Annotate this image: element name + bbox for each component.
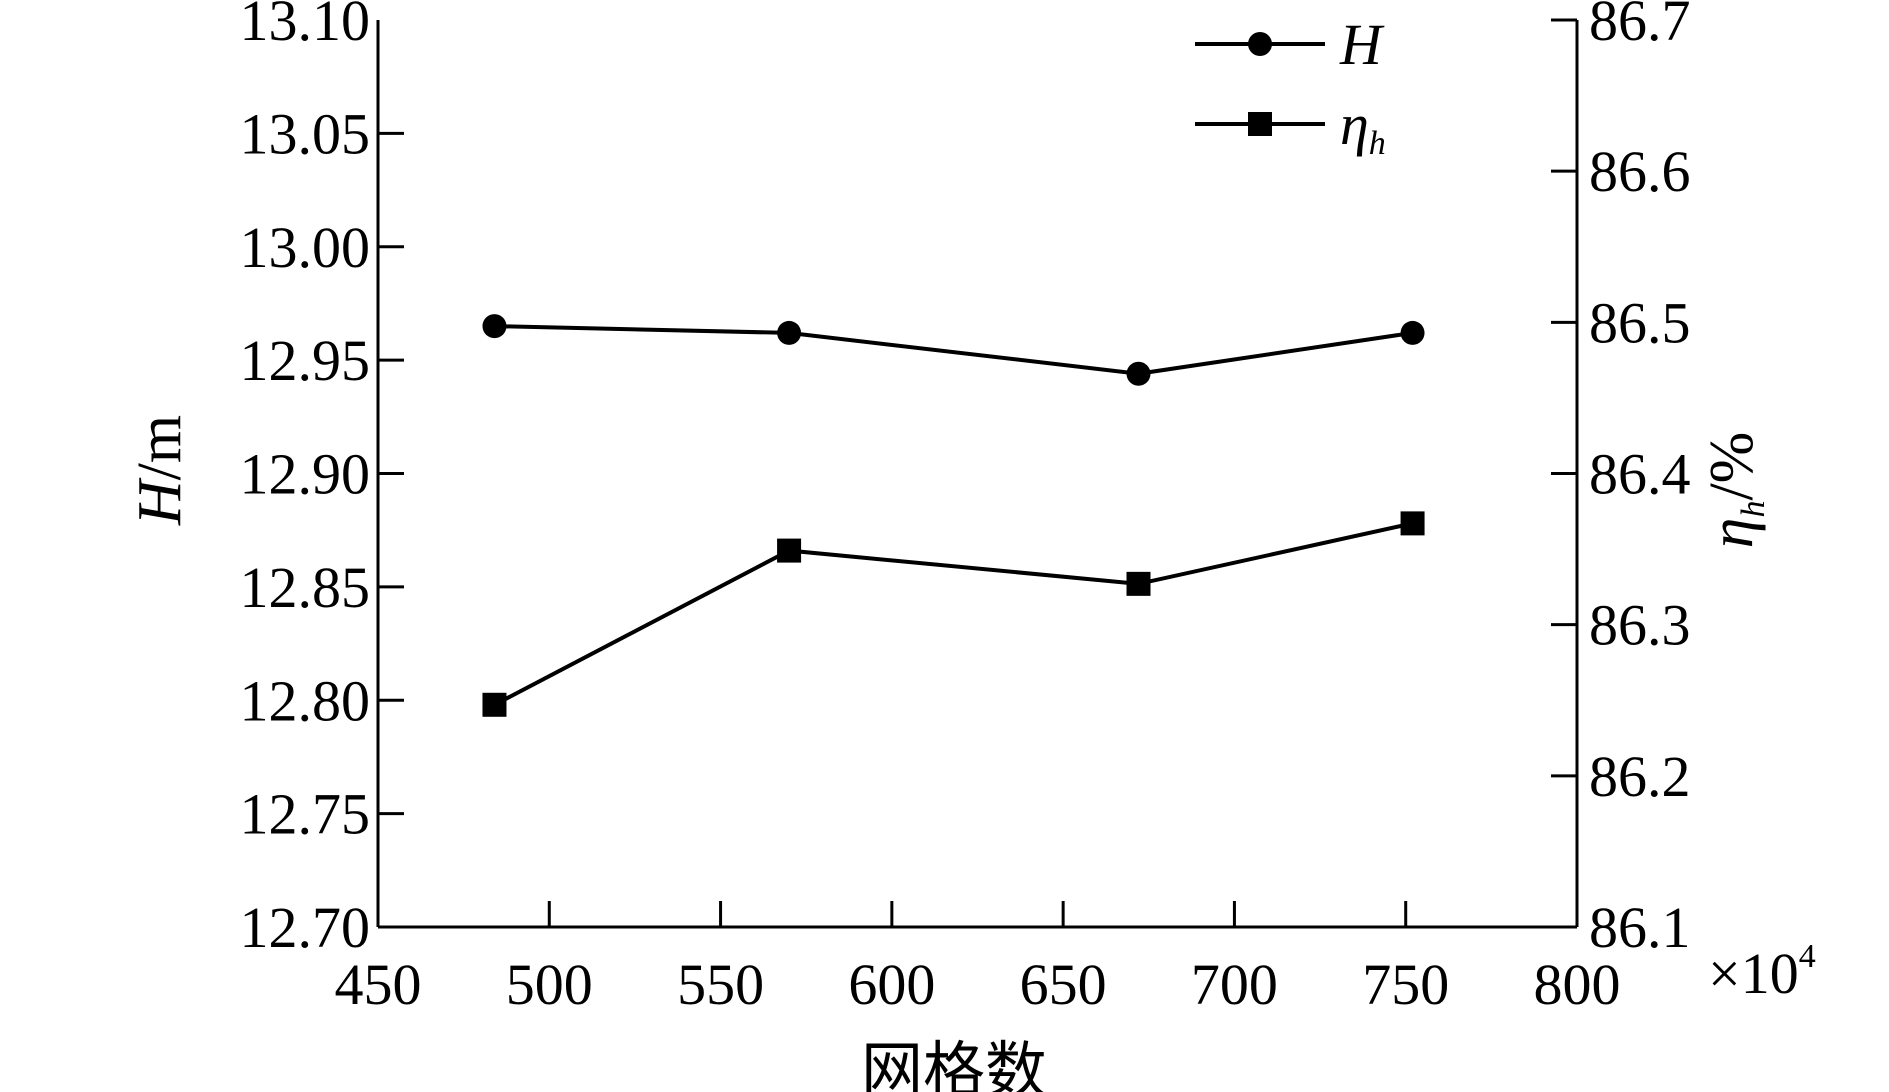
series-line	[493, 521, 1413, 707]
legend-eta-marker	[1248, 112, 1272, 136]
y-left-tick-label: 12.70	[240, 895, 371, 960]
x-tick-label: 700	[1191, 952, 1278, 1017]
data-point-square	[482, 692, 507, 717]
x-axis-multiplier: ×104	[1708, 938, 1816, 1006]
y-left-tick-label: 12.95	[240, 328, 371, 393]
y-right-tick-label: 86.4	[1589, 442, 1691, 507]
y-left-tick-label: 12.90	[240, 442, 371, 507]
y-right-tick-label: 86.3	[1589, 593, 1691, 658]
series-eta	[482, 511, 1425, 717]
y-right-tick-label: 86.2	[1589, 744, 1691, 809]
y-right-tick-label: 86.7	[1589, 0, 1691, 53]
y-right-tick-label: 86.1	[1589, 895, 1691, 960]
y-left-axis-title-unit: /m	[126, 415, 194, 480]
data-point-circle	[1126, 361, 1151, 386]
legend: H ηh	[1195, 12, 1386, 162]
data-point-circle	[482, 314, 507, 339]
data-point-circle	[1400, 320, 1425, 345]
y-right-tick-label: 86.5	[1589, 290, 1691, 355]
y-left-tick-label: 13.10	[240, 0, 371, 53]
x-tick-label: 550	[677, 952, 764, 1017]
series-layer	[482, 314, 1425, 717]
x-axis-ticks: 450 500 550 600 650 700 750 800	[335, 901, 1621, 1017]
y-left-axis-ticks: 12.70 12.75 12.80 12.85 12.90 12.95 13.00 13.05…	[240, 0, 404, 960]
y-right-axis-ticks: 86.1 86.2 86.3 86.4 86.5 86.6 86.7	[1551, 0, 1691, 960]
y-left-tick-label: 12.80	[240, 668, 371, 733]
x-tick-label: 650	[1020, 952, 1107, 1017]
x-axis-title: 网格数	[861, 1038, 1047, 1092]
x-tick-label: 800	[1534, 952, 1621, 1017]
axes-frame	[376, 20, 1579, 929]
y-left-axis-title-main: H	[126, 477, 194, 526]
data-point-square	[777, 538, 802, 563]
series-h	[482, 314, 1425, 386]
legend-item-h: H	[1195, 12, 1385, 77]
x-axis-multiplier-base: ×10	[1708, 941, 1799, 1006]
x-tick-label: 600	[848, 952, 935, 1017]
x-axis-multiplier-exp: 4	[1799, 938, 1816, 975]
legend-h-label: H	[1339, 12, 1385, 77]
y-right-axis-title: ηh/%	[1698, 432, 1772, 549]
data-point-circle	[777, 320, 802, 345]
data-point-square	[1400, 511, 1425, 536]
y-left-axis-title: H/m	[126, 415, 194, 526]
y-right-axis-title-main: η	[1698, 518, 1766, 549]
x-tick-label: 500	[506, 952, 593, 1017]
data-point-square	[1126, 571, 1151, 596]
y-left-tick-label: 13.05	[240, 101, 371, 166]
y-left-tick-label: 12.75	[240, 782, 371, 847]
legend-item-eta: ηh	[1195, 92, 1386, 162]
x-tick-label: 450	[335, 952, 422, 1017]
legend-h-marker	[1248, 32, 1272, 56]
y-left-tick-label: 13.00	[240, 215, 371, 280]
legend-eta-main: η	[1340, 92, 1369, 157]
y-right-axis-title-sub: h	[1735, 501, 1772, 518]
legend-eta-label: ηh	[1340, 92, 1386, 162]
y-left-tick-label: 12.85	[240, 555, 371, 620]
x-tick-label: 750	[1362, 952, 1449, 1017]
series-line	[494, 324, 1413, 376]
y-right-tick-label: 86.6	[1589, 139, 1691, 204]
legend-eta-sub: h	[1369, 125, 1386, 162]
y-right-axis-title-unit: /%	[1698, 432, 1766, 501]
